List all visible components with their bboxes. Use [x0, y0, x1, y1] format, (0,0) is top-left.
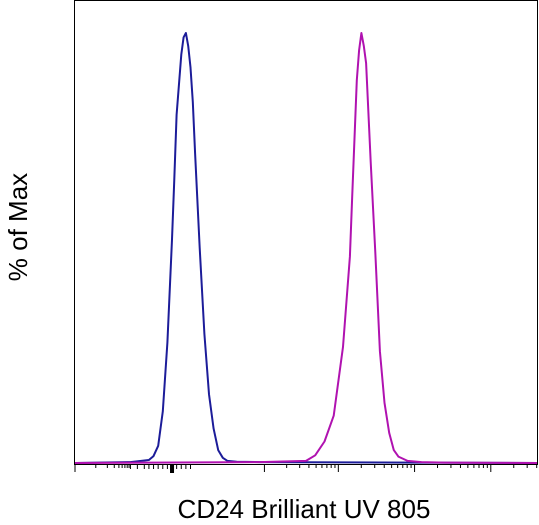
series-line-1 [74, 32, 538, 464]
x-axis-label: CD24 Brilliant UV 805 [177, 494, 431, 524]
x-axis-ticks [74, 464, 538, 473]
series-line-2 [74, 32, 538, 464]
plot-frame [74, 0, 538, 465]
y-axis-label: % of Max [3, 172, 33, 282]
series-layer [74, 32, 538, 464]
